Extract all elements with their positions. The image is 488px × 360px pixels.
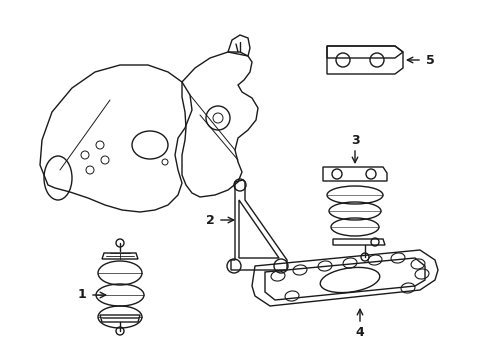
Text: 5: 5 [425, 54, 433, 67]
Text: 4: 4 [355, 325, 364, 338]
Text: 2: 2 [205, 213, 214, 226]
Text: 1: 1 [78, 288, 86, 302]
Text: 3: 3 [350, 134, 359, 147]
